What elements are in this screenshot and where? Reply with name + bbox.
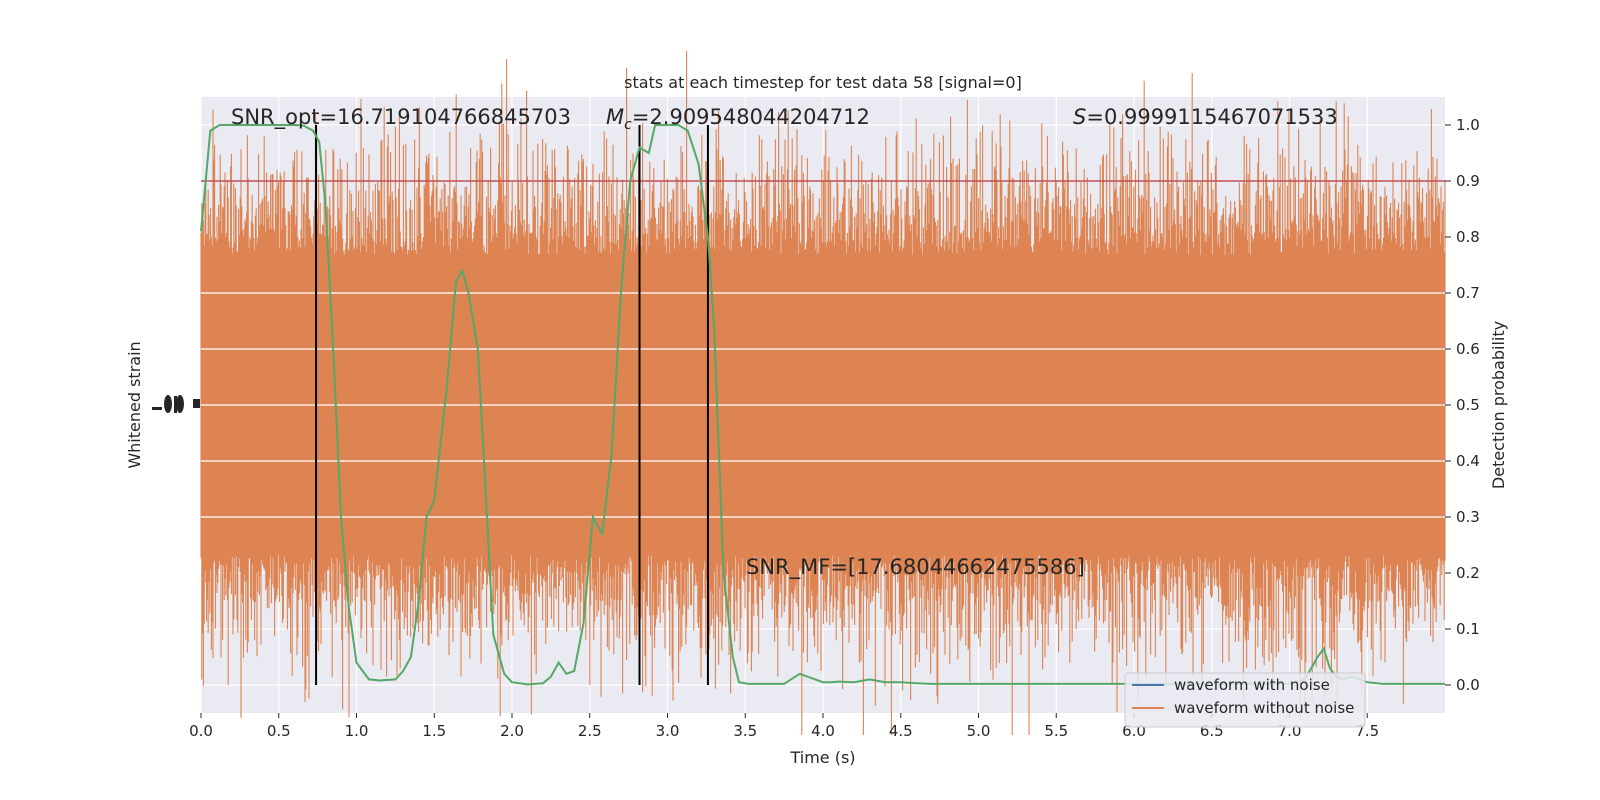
y-tick-label: 1.0 xyxy=(1456,116,1480,134)
x-tick-label: 5.0 xyxy=(967,722,991,740)
x-tick-label: 5.5 xyxy=(1044,722,1068,740)
chirp-mass-annotation: Mc=2.909548044204712 xyxy=(606,105,870,133)
x-tick-label: 4.5 xyxy=(889,722,913,740)
y-tick-label: 0.5 xyxy=(1456,396,1480,414)
legend-label-waveform-without-noise: waveform without noise xyxy=(1174,699,1354,717)
legend: waveform with noise waveform without noi… xyxy=(1124,672,1366,728)
right-axis-label: Detection probability xyxy=(1489,321,1508,489)
x-axis-label: Time (s) xyxy=(789,748,855,767)
y-tick-label: 0.1 xyxy=(1456,620,1480,638)
left-axis-label: Whitened strain xyxy=(125,341,144,468)
snr-mf-annotation: SNR_MF=[17.68044662475586] xyxy=(746,555,1085,580)
snr-opt-annotation: SNR_opt=16.719104766845703 xyxy=(231,105,571,130)
y-tick-label: 0.6 xyxy=(1456,340,1480,358)
legend-label-waveform-with-noise: waveform with noise xyxy=(1174,676,1330,694)
chart-title: stats at each timestep for test data 58 … xyxy=(624,73,1022,92)
x-tick-label: 0.0 xyxy=(189,722,213,740)
x-tick-label: 0.5 xyxy=(267,722,291,740)
x-tick-label: 2.5 xyxy=(578,722,602,740)
y-tick-label: 0.7 xyxy=(1456,284,1480,302)
x-tick-label: 3.5 xyxy=(733,722,757,740)
right-axis-ticks: 0.0 0.1 0.2 0.3 0.4 0.5 0.6 0.7 0.8 0.9 1.0 xyxy=(1445,116,1480,694)
y-tick-label: 0.9 xyxy=(1456,172,1480,190)
legend-box xyxy=(1124,672,1366,728)
left-axis-tick-cluster xyxy=(152,395,200,413)
y-tick-label: 0.8 xyxy=(1456,228,1480,246)
x-tick-label: 1.0 xyxy=(345,722,369,740)
x-tick-label: 3.0 xyxy=(656,722,680,740)
waveform-without-noise-series xyxy=(200,51,1446,735)
y-tick-label: 0.0 xyxy=(1456,676,1480,694)
y-tick-label: 0.2 xyxy=(1456,564,1480,582)
y-tick-label: 0.3 xyxy=(1456,508,1480,526)
y-tick-label: 0.4 xyxy=(1456,452,1480,470)
x-tick-label: 1.5 xyxy=(422,722,446,740)
x-tick-label: 2.0 xyxy=(500,722,524,740)
vertical-markers xyxy=(315,125,709,685)
overlap-annotation: S=0.9999115467071533 xyxy=(1073,105,1338,129)
x-tick-label: 4.0 xyxy=(811,722,835,740)
